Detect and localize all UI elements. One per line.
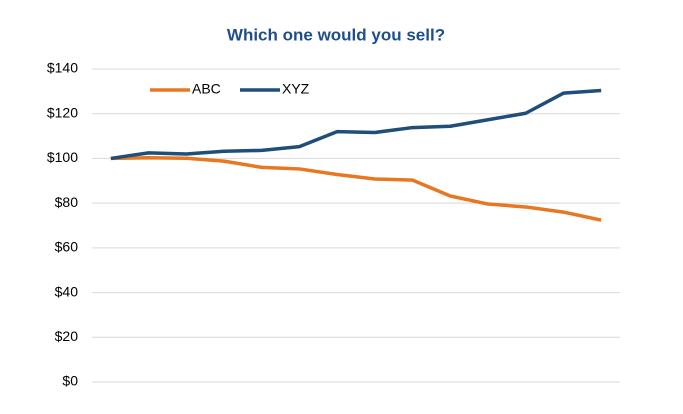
y-tick-label: $100 [47,149,78,165]
legend-label: ABC [192,81,221,97]
y-tick-label: $80 [55,194,79,210]
line-series [110,156,602,222]
chart-title: Which one would you sell? [227,25,445,44]
y-tick-label: $20 [55,328,79,344]
y-tick-label: $120 [47,104,78,120]
y-tick-label: $0 [62,373,78,389]
y-tick-label: $140 [47,60,78,76]
line-series [110,88,602,161]
legend-label: XYZ [282,81,310,97]
y-tick-label: $40 [55,283,79,299]
y-tick-label: $60 [55,239,79,255]
